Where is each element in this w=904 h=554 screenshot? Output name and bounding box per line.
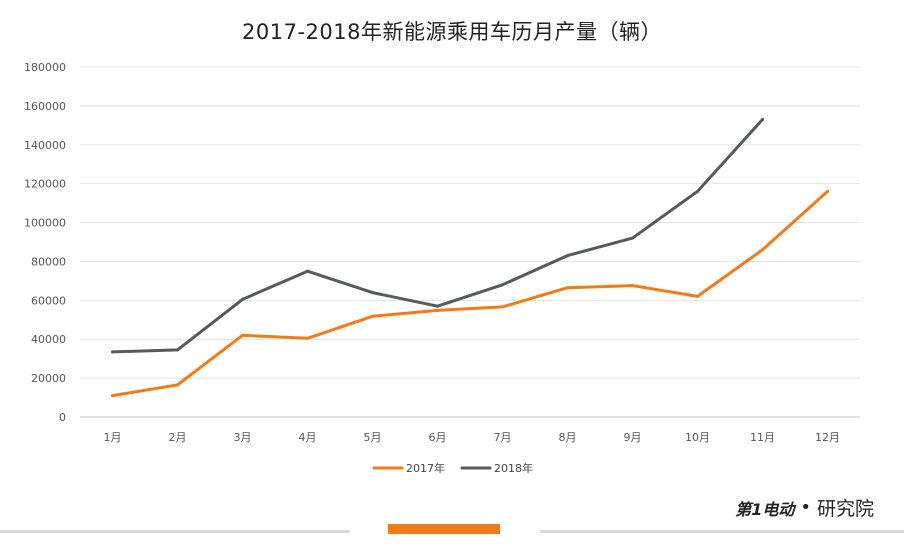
data-point — [761, 118, 764, 121]
legend-label: 2018年 — [494, 461, 533, 475]
brand-separator: • — [800, 497, 811, 518]
series-lines — [111, 118, 829, 398]
data-point — [176, 383, 179, 387]
series-line-1 — [111, 189, 829, 398]
y-tick-label: 20000 — [31, 372, 66, 385]
data-point — [111, 394, 114, 398]
footer-divider-left — [0, 530, 350, 533]
data-point — [306, 269, 309, 273]
x-tick-label: 12月 — [815, 431, 840, 444]
x-tick-label: 6月 — [429, 431, 447, 444]
data-point — [696, 189, 699, 193]
x-tick-label: 10月 — [685, 431, 710, 444]
brand-text: 研究院 — [816, 498, 874, 520]
data-point — [176, 348, 179, 352]
data-point — [371, 291, 374, 295]
brand-mark: 第1电动 — [735, 499, 795, 519]
x-tick-label: 7月 — [494, 431, 512, 444]
y-tick-label: 80000 — [31, 255, 66, 268]
data-point — [826, 189, 829, 193]
gridlines — [80, 66, 860, 418]
y-tick-label: 40000 — [31, 333, 66, 346]
x-tick-label: 5月 — [364, 431, 382, 444]
x-tick-label: 9月 — [624, 431, 642, 444]
y-tick-label: 140000 — [24, 139, 66, 152]
y-tick-label: 160000 — [24, 100, 66, 113]
x-tick-label: 8月 — [559, 431, 577, 444]
data-point — [371, 314, 374, 318]
data-point — [436, 308, 439, 312]
x-tick-label: 4月 — [299, 431, 317, 444]
y-tick-label: 100000 — [24, 217, 66, 230]
data-point — [501, 305, 504, 309]
y-axis-ticks: 0 20000 40000 60000 80000 100000 120000 140000 1… — [24, 61, 66, 424]
legend: 2017年 2018年 — [372, 461, 533, 475]
x-tick-label: 3月 — [234, 431, 252, 444]
series-line-2 — [111, 118, 764, 354]
data-point — [566, 254, 569, 258]
data-point — [241, 333, 244, 337]
data-point — [501, 283, 504, 287]
data-point — [631, 236, 634, 240]
y-tick-label: 60000 — [31, 294, 66, 307]
data-point — [631, 284, 634, 288]
x-axis-ticks: 1月 2月 3月 4月 5月 6月 7月 8月 9月 10月 11月 12月 — [104, 431, 841, 444]
y-tick-label: 0 — [59, 411, 66, 424]
y-tick-label: 120000 — [24, 178, 66, 191]
data-point — [436, 304, 439, 308]
chart-title: 2017-2018年新能源乘用车历月产量（辆） — [242, 20, 662, 44]
data-point — [111, 350, 114, 354]
data-point — [241, 297, 244, 301]
data-point — [761, 248, 764, 252]
x-tick-label: 1月 — [104, 431, 122, 444]
y-tick-label: 180000 — [24, 61, 66, 74]
x-tick-label: 11月 — [750, 431, 775, 444]
brand-logo: 第1电动 • 研究院 — [735, 494, 874, 521]
footer-accent-bar — [388, 524, 500, 534]
data-point — [566, 286, 569, 290]
data-point — [306, 336, 309, 340]
legend-label: 2017年 — [406, 461, 445, 475]
footer-divider-right — [540, 530, 904, 533]
data-point — [696, 294, 699, 298]
x-tick-label: 2月 — [169, 431, 187, 444]
